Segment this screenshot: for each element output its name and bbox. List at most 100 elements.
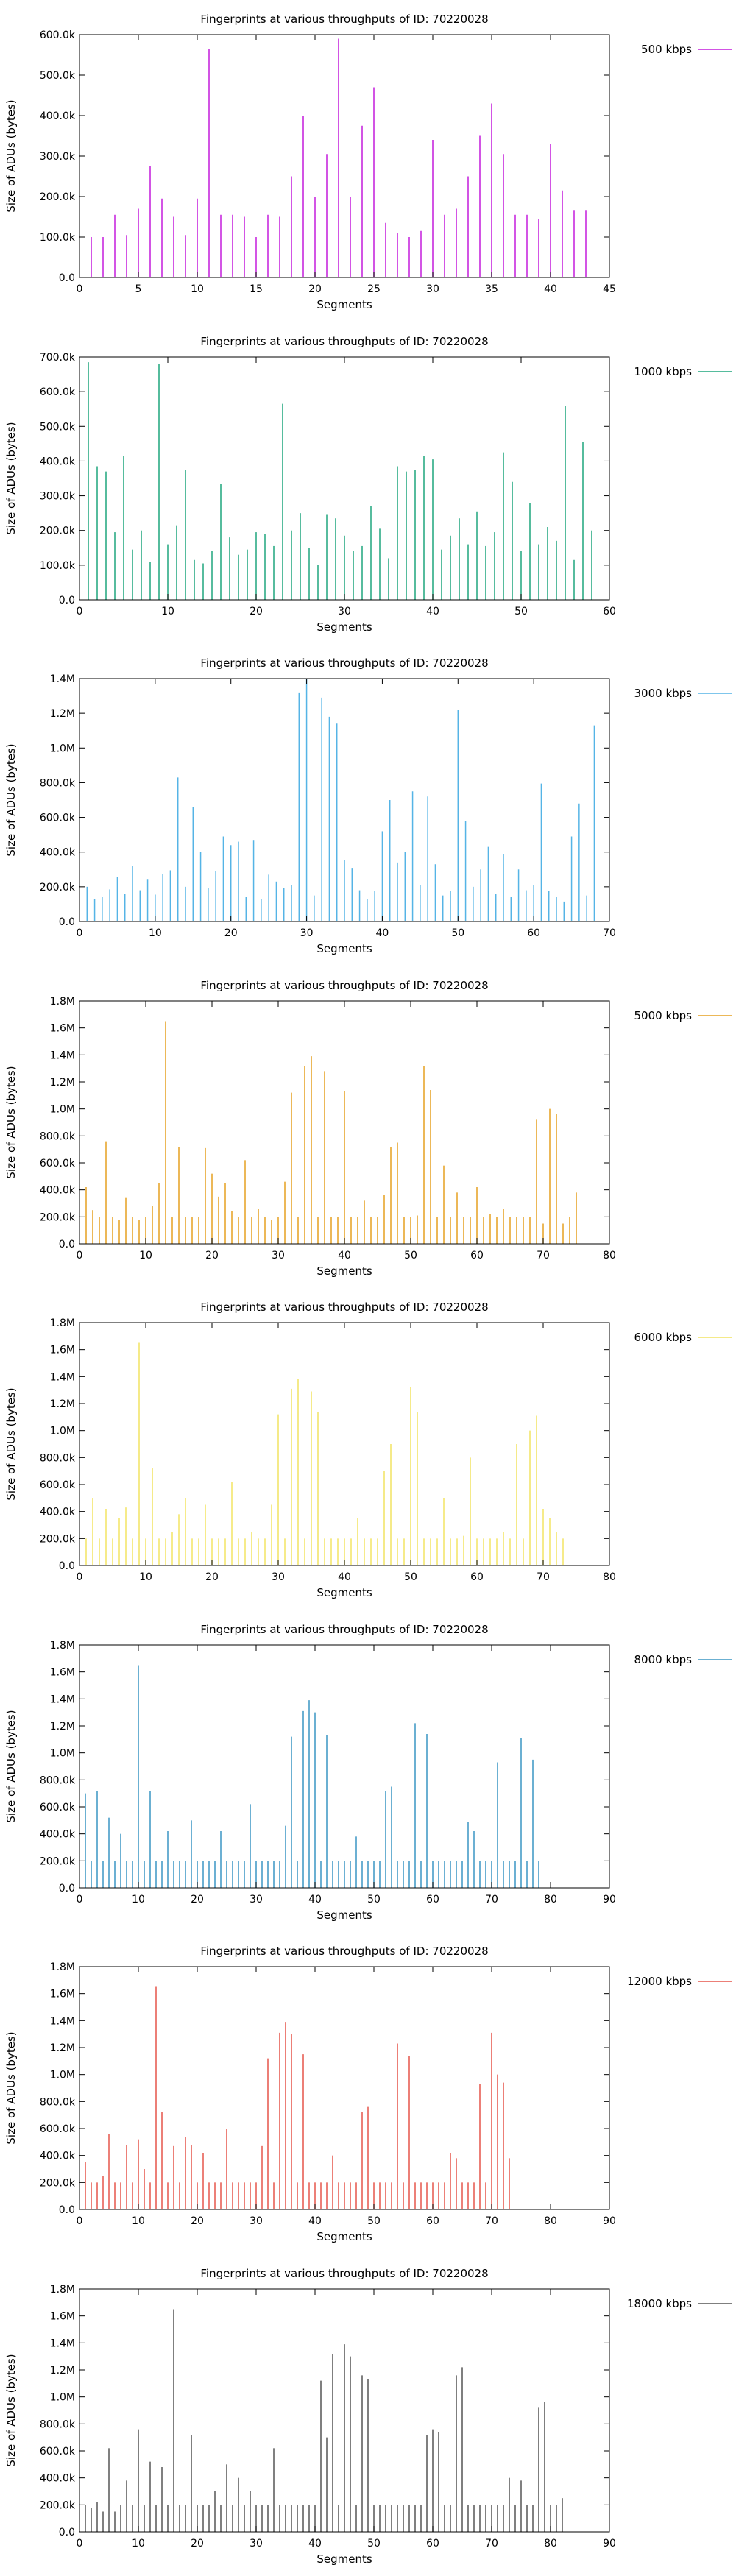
chart-title: Fingerprints at various throughputs of I… <box>200 1623 488 1636</box>
x-tick-label: 80 <box>544 2538 557 2550</box>
x-tick-label: 60 <box>470 1250 484 1262</box>
y-tick-label: 1.2M <box>50 1398 75 1410</box>
bar-group <box>85 1665 539 1888</box>
y-tick-label: 300.0k <box>40 490 76 502</box>
y-tick-label: 800.0k <box>40 1452 76 1464</box>
y-tick-label: 1.8M <box>50 1961 75 1973</box>
y-tick-label: 1.6M <box>50 2310 75 2322</box>
y-tick-label: 600.0k <box>40 29 76 41</box>
y-axis-label: Size of ADUs (bytes) <box>4 743 18 856</box>
chart-panel-1: Fingerprints at various throughputs of I… <box>4 335 732 634</box>
y-tick-label: 1.0M <box>50 1426 75 1437</box>
legend-label: 5000 kbps <box>634 1009 693 1022</box>
y-axis-label: Size of ADUs (bytes) <box>4 2354 18 2466</box>
legend-label: 18000 kbps <box>627 2297 692 2310</box>
x-axis-label: Segments <box>316 1586 372 1599</box>
plot-frame <box>79 1966 610 2210</box>
y-tick-label: 1.0M <box>50 1747 75 1759</box>
plot-frame <box>79 1644 610 1888</box>
y-tick-label: 1.2M <box>50 2365 75 2377</box>
x-tick-label: 20 <box>191 1894 204 1906</box>
y-tick-label: 400.0k <box>40 110 76 122</box>
x-tick-label: 10 <box>139 1250 152 1262</box>
x-tick-label: 90 <box>603 2215 616 2227</box>
x-tick-label: 40 <box>338 1250 351 1262</box>
x-tick-label: 0 <box>77 927 83 939</box>
y-tick-label: 1.2M <box>50 708 75 720</box>
x-tick-label: 50 <box>514 606 528 618</box>
y-tick-label: 1.8M <box>50 2284 75 2296</box>
y-tick-label: 800.0k <box>40 1774 76 1786</box>
x-tick-label: 45 <box>603 283 616 295</box>
y-tick-label: 800.0k <box>40 777 76 789</box>
y-axis-label: Size of ADUs (bytes) <box>4 1066 18 1178</box>
y-tick-label: 1.0M <box>50 2070 75 2081</box>
y-tick-label: 0.0 <box>59 595 75 606</box>
y-tick-label: 600.0k <box>40 2123 76 2135</box>
legend-label: 12000 kbps <box>627 1975 692 1988</box>
x-tick-label: 70 <box>603 927 616 939</box>
x-tick-label: 60 <box>426 2538 439 2550</box>
x-tick-label: 50 <box>404 1250 417 1262</box>
y-tick-label: 1.6M <box>50 1666 75 1678</box>
chart-title: Fingerprints at various throughputs of I… <box>200 13 488 26</box>
legend: 3000 kbps <box>634 687 732 700</box>
x-tick-label: 70 <box>537 1250 550 1262</box>
legend-label: 1000 kbps <box>634 365 693 378</box>
x-tick-label: 40 <box>308 2538 322 2550</box>
y-axis-label: Size of ADUs (bytes) <box>4 99 18 212</box>
x-tick-label: 15 <box>250 283 263 295</box>
x-tick-label: 80 <box>544 2215 557 2227</box>
x-tick-label: 60 <box>426 1894 439 1906</box>
x-tick-label: 30 <box>338 606 351 618</box>
x-tick-label: 30 <box>272 1250 285 1262</box>
y-tick-label: 200.0k <box>40 525 76 537</box>
chart-panel-7: Fingerprints at various throughputs of I… <box>4 2267 732 2566</box>
legend: 1000 kbps <box>634 365 732 378</box>
y-axis-label: Size of ADUs (bytes) <box>4 2031 18 2144</box>
chart-title: Fingerprints at various throughputs of I… <box>200 979 488 992</box>
x-axis-label: Segments <box>316 1908 372 1922</box>
x-tick-label: 40 <box>376 927 389 939</box>
x-tick-label: 70 <box>485 1894 498 1906</box>
x-axis-label: Segments <box>316 942 372 955</box>
y-tick-label: 400.0k <box>40 2151 76 2162</box>
x-tick-label: 0 <box>77 2538 83 2550</box>
y-tick-label: 1.0M <box>50 2391 75 2403</box>
x-tick-label: 50 <box>367 2215 381 2227</box>
x-tick-label: 80 <box>603 1571 616 1583</box>
x-tick-label: 25 <box>367 283 381 295</box>
x-tick-label: 0 <box>77 2215 83 2227</box>
x-tick-label: 10 <box>161 606 174 618</box>
legend-label: 8000 kbps <box>634 1653 693 1666</box>
x-tick-label: 10 <box>149 927 162 939</box>
bar-group <box>85 1986 510 2209</box>
y-tick-label: 1.6M <box>50 1345 75 1356</box>
y-tick-label: 1.8M <box>50 996 75 1008</box>
bar-group <box>91 38 587 277</box>
y-tick-label: 200.0k <box>40 1211 76 1223</box>
x-tick-label: 60 <box>470 1571 484 1583</box>
x-axis-label: Segments <box>316 2552 372 2566</box>
bar-group <box>85 2309 563 2532</box>
x-tick-label: 40 <box>426 606 439 618</box>
y-tick-label: 0.0 <box>59 2204 75 2216</box>
x-tick-label: 20 <box>191 2215 204 2227</box>
x-tick-label: 60 <box>426 2215 439 2227</box>
legend-label: 3000 kbps <box>634 687 693 700</box>
y-tick-label: 1.0M <box>50 743 75 754</box>
x-tick-label: 80 <box>603 1250 616 1262</box>
x-tick-label: 90 <box>603 2538 616 2550</box>
y-tick-label: 0.0 <box>59 1239 75 1250</box>
y-tick-label: 200.0k <box>40 1533 76 1545</box>
legend-label: 6000 kbps <box>634 1331 693 1344</box>
y-tick-label: 600.0k <box>40 813 76 824</box>
y-tick-label: 0.0 <box>59 272 75 284</box>
x-axis-label: Segments <box>316 620 372 634</box>
y-tick-label: 1.8M <box>50 1640 75 1652</box>
x-tick-label: 30 <box>426 283 439 295</box>
y-tick-label: 600.0k <box>40 1479 76 1491</box>
y-tick-label: 1.4M <box>50 1050 75 1061</box>
bar-group <box>85 1342 564 1565</box>
x-tick-label: 30 <box>250 1894 263 1906</box>
